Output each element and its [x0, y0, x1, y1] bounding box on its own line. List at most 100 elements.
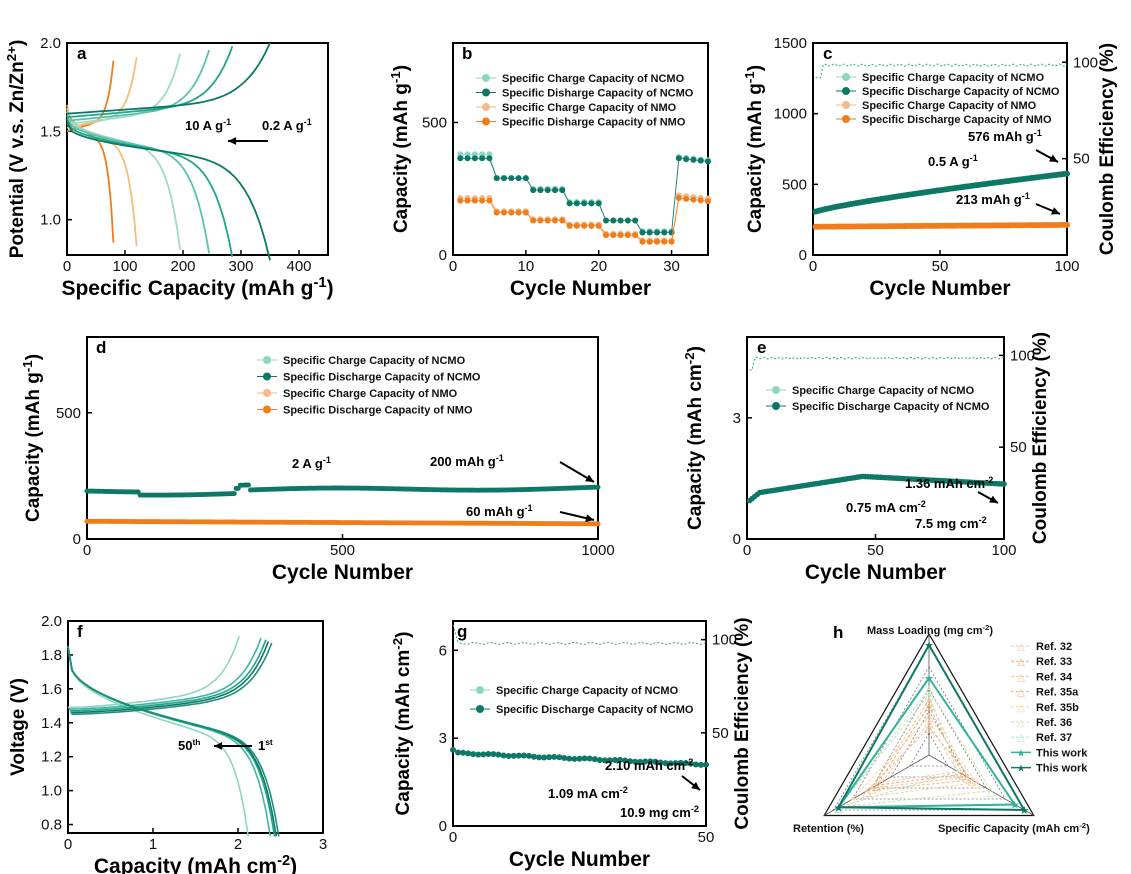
y-tick-label: 500 [56, 405, 81, 422]
plot-frame [452, 42, 709, 256]
annotation-loading: 7.5 mg cm-2 [915, 515, 987, 531]
legend-entry: Specific Discharge Capacity of NMO [862, 114, 1052, 126]
panel-label: f [77, 622, 83, 641]
data-point [544, 217, 551, 224]
data-point [705, 198, 711, 205]
y-tick-label: 1500 [774, 35, 807, 52]
ncmo-discharge-point [525, 752, 532, 759]
radar-grid [833, 644, 1025, 811]
x-tick-label: 300 [228, 258, 253, 275]
radar-marker: △ [849, 793, 858, 806]
legend-marker: △ [1017, 642, 1025, 653]
ncmo-discharge-point [657, 759, 664, 766]
data-point [697, 157, 704, 164]
radar-marker: △ [925, 716, 934, 729]
radar-marker: △ [953, 766, 962, 779]
discharge-curve [67, 646, 280, 837]
panel-f: 0 1 2 3 0.8 1.0 1.2 1.4 1.6 1.8 2.0 f 50th 1st Capacit… [8, 613, 327, 874]
radar-series [865, 726, 973, 792]
legend-entry: Specific Discharge Capacity of NCMO [283, 372, 481, 384]
radar-marker: △ [925, 689, 934, 702]
panel-label: d [96, 338, 106, 357]
ncmo-discharge-point [703, 761, 709, 768]
ncmo-discharge-point [595, 484, 601, 490]
annotation-left: 10 A g-1 [185, 117, 231, 133]
y-axis-label: Capacity (mAh cm-2) [390, 632, 415, 816]
data-point [530, 217, 537, 224]
annotation-capacity: 2.10 mAh cm-2 [605, 757, 693, 773]
data-point [544, 187, 551, 194]
annotation-loading: 10.9 mg cm-2 [620, 804, 699, 820]
legend-entry: Specific Discharge Capacity of NCMO [792, 401, 990, 413]
annotation-capacity: 1.36 mAh cm-2 [905, 475, 993, 491]
data-point [595, 200, 602, 207]
y-axis-label: Capacity (mAh g-1) [20, 354, 45, 522]
legend-marker [482, 74, 490, 82]
arrow-head [1051, 207, 1060, 215]
legend-entry: Specific Charge Capacity of NCMO [502, 73, 685, 85]
y2-tick-label: 100 [1010, 347, 1035, 364]
radar-marker: △ [863, 785, 872, 798]
charge-curve [67, 636, 240, 709]
ncmo-discharge-point [622, 757, 629, 764]
annotation-rate: 2 A g-1 [292, 455, 331, 471]
charge-curve [68, 637, 262, 710]
plot-frame [67, 620, 324, 834]
ncmo-discharge-point [455, 749, 462, 756]
ncmo-discharge-point [475, 751, 482, 758]
legend-entry: Ref. 35a [1036, 687, 1079, 699]
ncmo-discharge-point [576, 755, 583, 762]
ncmo-discharge-point [642, 758, 649, 765]
x-tick-label: 1000 [581, 542, 614, 559]
data-point [508, 175, 515, 182]
x-tick-label: 10 [518, 258, 535, 275]
radar-marker: △ [958, 768, 967, 781]
ncmo-discharge-point [470, 751, 477, 758]
legend-entry: This work [1036, 763, 1088, 775]
annotation-50th: 50th [178, 737, 200, 753]
y2-tick-label: 100 [712, 632, 737, 649]
plot-frame [66, 42, 329, 256]
legend-entry: Ref. 33 [1036, 656, 1072, 668]
ncmo-discharge-point [231, 491, 237, 497]
y-tick-label: 0 [799, 247, 807, 264]
ncmo-discharge-point [485, 751, 492, 758]
radar-marker: △ [925, 700, 934, 713]
data-point [515, 175, 522, 182]
y-axis-label: Capacity (mAh g-1) [742, 65, 767, 233]
legend-marker [772, 402, 780, 410]
ncmo-discharge-point [591, 756, 598, 763]
data-point [457, 155, 464, 162]
data-point [683, 156, 690, 163]
radar-marker: △ [925, 711, 934, 724]
ncmo-discharge-point [490, 751, 497, 758]
radar-marker: ★ [834, 801, 844, 814]
data-point [479, 155, 486, 162]
x-tick-label: 50 [698, 829, 715, 846]
data-point [566, 200, 573, 207]
data-point [552, 217, 558, 224]
ncmo-discharge-point [637, 758, 644, 765]
panel-g: 0 50 0 3 6 50 100 g Specific Charge Capacity of … [390, 617, 754, 871]
panel-b: 0 10 20 30 0 500 b Specific Charge Capacity of … [388, 42, 711, 300]
x-tick-label: 1 [149, 836, 157, 853]
x-tick-label: 30 [663, 258, 680, 275]
radar-series [836, 676, 1017, 809]
radar-grid [909, 732, 949, 767]
ncmo-discharge-point [692, 761, 699, 768]
charge-curve [70, 641, 270, 714]
y-tick-label: 3 [439, 730, 447, 747]
radar-marker: △ [877, 777, 886, 790]
y-axis-label: Capacity (mAh cm-2) [682, 346, 707, 530]
data-point [522, 175, 529, 182]
arrow-head [228, 137, 237, 145]
data-point [515, 209, 522, 216]
ncmo-discharge-point [530, 753, 537, 760]
legend-entry: Specific Charge Capacity of NMO [862, 100, 1037, 112]
annotation-rate: 0.5 A g-1 [928, 153, 978, 169]
data-point [559, 187, 566, 194]
radar-marker: △ [925, 694, 934, 707]
legend-marker: △ [1017, 718, 1025, 729]
panel-label: a [77, 44, 87, 63]
data-point [537, 187, 544, 194]
